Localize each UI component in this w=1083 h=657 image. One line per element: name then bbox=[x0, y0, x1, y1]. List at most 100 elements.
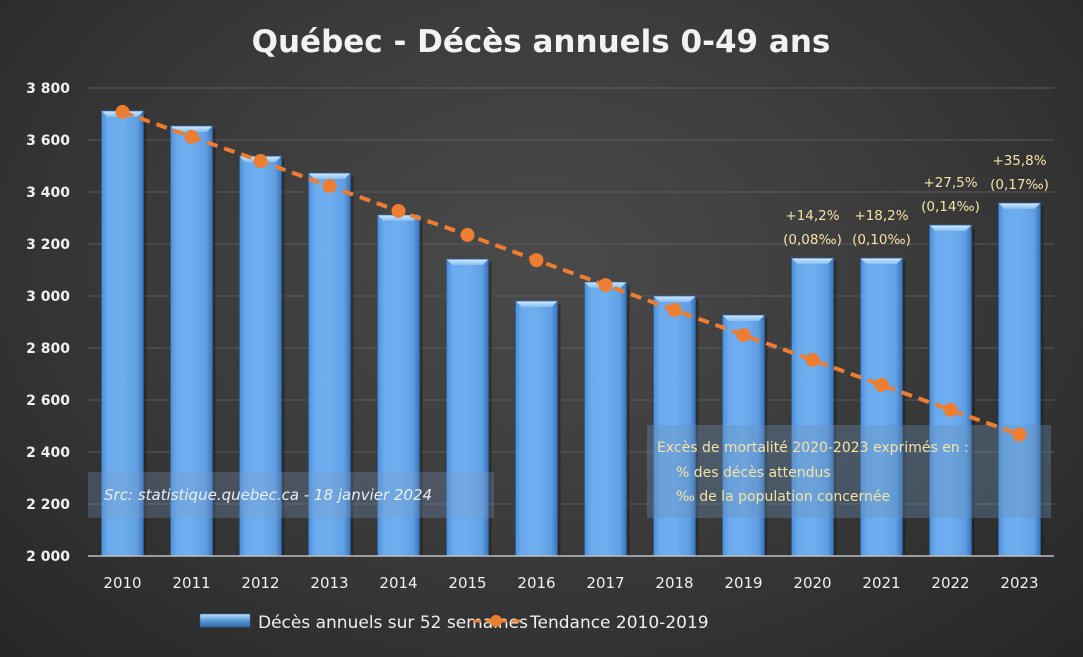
annotation-2020: +14,2% (0,08‰) bbox=[783, 208, 842, 248]
bar-bevel bbox=[929, 225, 972, 232]
x-tick-label: 2019 bbox=[724, 574, 762, 592]
source-note: Src: statistique.quebec.ca - 18 janvier … bbox=[104, 486, 432, 504]
bar-2018 bbox=[653, 295, 699, 557]
x-tick-label: 2017 bbox=[586, 574, 624, 592]
trend-marker-2021 bbox=[874, 377, 889, 392]
bar-2016 bbox=[515, 300, 561, 557]
legend-label-trend: Tendance 2010-2019 bbox=[529, 613, 709, 633]
bar bbox=[653, 296, 696, 556]
trend-marker-2017 bbox=[598, 278, 613, 293]
trend-marker-2015 bbox=[460, 227, 475, 242]
trend-marker-2010 bbox=[115, 104, 130, 119]
trend-marker-2012 bbox=[253, 154, 268, 169]
y-tick-label: 2 800 bbox=[26, 341, 70, 357]
explanation-note-line-1: Excès de mortalité 2020-2023 exprimés en… bbox=[657, 440, 969, 456]
bar-bevel bbox=[722, 314, 765, 321]
bar-2013 bbox=[308, 172, 354, 557]
y-tick-label: 3 200 bbox=[26, 237, 70, 253]
legend-item-bars: Décès annuels sur 52 semaines bbox=[199, 613, 528, 633]
source-note-box bbox=[88, 472, 494, 518]
trend-marker-2018 bbox=[667, 303, 682, 318]
bar bbox=[929, 225, 972, 556]
bar bbox=[860, 258, 903, 556]
bar-2010 bbox=[101, 110, 147, 557]
legend-bar-swatch bbox=[199, 613, 251, 628]
annotation-text: +14,2% bbox=[785, 208, 839, 224]
legend-trend-swatch-marker bbox=[490, 615, 502, 627]
annotation-2021: +18,2% (0,10‰) bbox=[852, 208, 911, 248]
x-tick-label: 2020 bbox=[793, 574, 831, 592]
trend-line-path bbox=[121, 110, 1021, 437]
annotation-text: +18,2% bbox=[854, 208, 908, 224]
trend-marker-2014 bbox=[391, 203, 406, 218]
x-tick-label: 2014 bbox=[379, 574, 417, 592]
annotation-text: (0,10‰) bbox=[852, 232, 911, 248]
bar bbox=[308, 173, 351, 556]
x-tick-label: 2015 bbox=[448, 574, 486, 592]
trend-marker-2016 bbox=[529, 253, 544, 268]
chart-title: Québec - Décès annuels 0-49 ans bbox=[252, 24, 831, 60]
bar-2022 bbox=[929, 224, 975, 557]
trend-marker-2011 bbox=[184, 129, 199, 144]
bar-bevel bbox=[860, 258, 903, 265]
explanation-note-box bbox=[647, 425, 1051, 518]
legend: Décès annuels sur 52 semaines Tendance 2… bbox=[199, 613, 709, 633]
bar-2012 bbox=[239, 155, 285, 557]
y-axis: 2 000 2 200 2 400 2 600 2 800 3 000 3 200 3 400… bbox=[26, 81, 70, 565]
annotation-text: (0,14‰) bbox=[921, 199, 980, 215]
source-note-box-group bbox=[88, 472, 494, 518]
bar-bevel bbox=[308, 173, 351, 180]
annotations: +14,2%(0,08‰)+18,2%(0,10‰)+27,5%(0,14‰)+… bbox=[783, 153, 1049, 248]
trend-marker-2020 bbox=[805, 352, 820, 367]
y-tick-label: 2 600 bbox=[26, 393, 70, 409]
y-tick-label: 2 200 bbox=[26, 497, 70, 513]
bar-2019 bbox=[722, 314, 768, 557]
bar-2011 bbox=[170, 125, 216, 557]
bar-bevel bbox=[791, 258, 834, 265]
bar-2023 bbox=[998, 202, 1044, 557]
annotation-text: +27,5% bbox=[923, 175, 977, 191]
bar bbox=[101, 110, 144, 556]
bar-bevel bbox=[446, 259, 489, 266]
y-tick-label: 2 400 bbox=[26, 445, 70, 461]
bar bbox=[722, 314, 765, 556]
x-tick-label: 2010 bbox=[103, 574, 141, 592]
x-tick-label: 2016 bbox=[517, 574, 555, 592]
annotation-text: +35,8% bbox=[992, 153, 1046, 169]
trend-line bbox=[115, 104, 1027, 442]
x-tick-label: 2023 bbox=[1000, 574, 1038, 592]
bar-bevel bbox=[998, 202, 1041, 209]
annotation-2023: +35,8% (0,17‰) bbox=[990, 153, 1049, 193]
bar-2015 bbox=[446, 258, 492, 557]
y-tick-label: 3 800 bbox=[26, 81, 70, 97]
bar bbox=[377, 214, 420, 556]
x-tick-label: 2021 bbox=[862, 574, 900, 592]
bar-bevel bbox=[653, 296, 696, 302]
bar bbox=[998, 202, 1041, 557]
x-axis: 2010 2011 2012 2013 2014 2015 2016 2017 2018 2019… bbox=[103, 574, 1038, 592]
y-tick-label: 2 000 bbox=[26, 549, 70, 565]
y-tick-label: 3 000 bbox=[26, 289, 70, 305]
x-tick-label: 2013 bbox=[310, 574, 348, 592]
explanation-note-box-group bbox=[647, 425, 1051, 518]
x-tick-label: 2022 bbox=[931, 574, 969, 592]
bar-2020 bbox=[791, 257, 837, 557]
bar-2021 bbox=[860, 257, 906, 557]
bar bbox=[791, 258, 834, 556]
annotation-text: (0,08‰) bbox=[783, 232, 842, 248]
bar bbox=[170, 125, 213, 557]
legend-label-bars: Décès annuels sur 52 semaines bbox=[258, 613, 528, 633]
bar bbox=[584, 281, 627, 556]
trend-marker-2023 bbox=[1012, 427, 1027, 442]
annotation-text: (0,17‰) bbox=[990, 177, 1049, 193]
trend-marker-2013 bbox=[322, 179, 337, 194]
bars bbox=[101, 110, 1044, 557]
x-tick-label: 2011 bbox=[172, 574, 210, 592]
bar-2017 bbox=[584, 281, 630, 557]
trend-marker-2022 bbox=[943, 402, 958, 417]
explanation-note-line-3: ‰ de la population concernée bbox=[676, 489, 890, 505]
annotation-2022: +27,5% (0,14‰) bbox=[921, 175, 980, 215]
explanation-note-line-2: % des décès attendus bbox=[676, 465, 831, 481]
bar-bevel bbox=[170, 125, 213, 132]
